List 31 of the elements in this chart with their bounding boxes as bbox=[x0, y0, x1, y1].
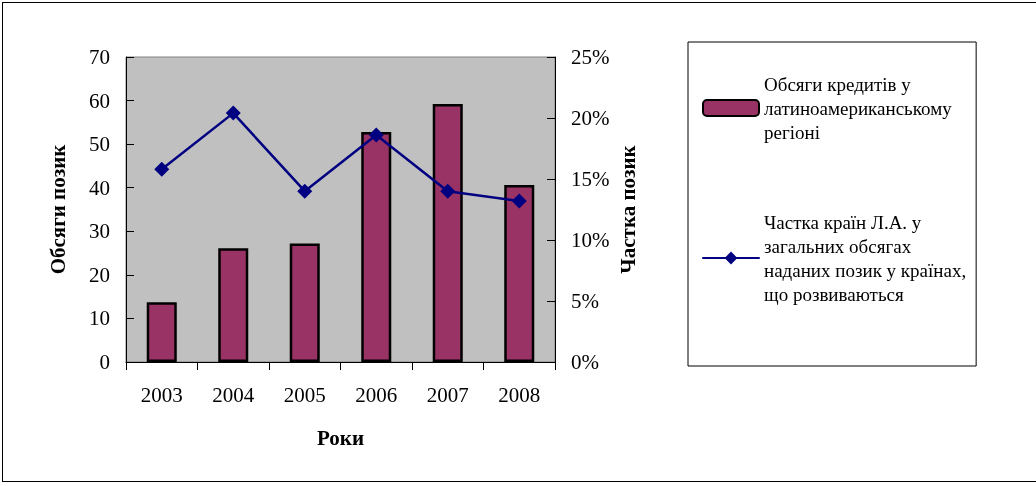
legend-label: Обсяги кредитів у латиноамериканському регіоні bbox=[764, 73, 953, 143]
y-tick-label: 30 bbox=[89, 219, 110, 244]
x-tick-label: 2004 bbox=[212, 382, 255, 407]
y-tick-label: 0 bbox=[99, 350, 110, 374]
point bbox=[440, 183, 456, 199]
y2-tick-label: 20% bbox=[571, 106, 610, 130]
y2-tick-label: 5% bbox=[571, 289, 599, 313]
x-tick-label: 2005 bbox=[283, 382, 326, 407]
x-tick-label: 2008 bbox=[498, 382, 541, 407]
x-tick-label: 2003 bbox=[140, 382, 183, 407]
y-tick-label: 40 bbox=[89, 175, 110, 200]
point bbox=[368, 127, 384, 143]
legend-label: Частка країн Л.А. у загальних обсягах наданих позик у країнах, що розвиваються bbox=[764, 211, 967, 305]
y-tick-label: 60 bbox=[89, 88, 110, 113]
y2-tick-label: 10% bbox=[571, 228, 610, 252]
y2-axis-title: Частка позик bbox=[615, 144, 640, 274]
y-tick-label: 20 bbox=[89, 262, 110, 287]
x-axis-title: Роки bbox=[316, 425, 365, 450]
point bbox=[154, 161, 170, 177]
y-tick-label: 10 bbox=[89, 306, 110, 331]
point bbox=[511, 193, 527, 209]
y-axis-title: Обсяги позик bbox=[45, 143, 70, 275]
y-tick-label: 70 bbox=[89, 45, 110, 69]
y2-tick-label: 0% bbox=[571, 350, 599, 374]
point bbox=[297, 183, 313, 199]
point bbox=[225, 105, 241, 121]
x-tick-label: 2006 bbox=[355, 382, 398, 407]
y2-tick-label: 25% bbox=[571, 45, 610, 69]
y-tick-label: 50 bbox=[89, 132, 110, 157]
y2-tick-label: 15% bbox=[571, 167, 610, 191]
x-tick-label: 2007 bbox=[426, 382, 469, 407]
